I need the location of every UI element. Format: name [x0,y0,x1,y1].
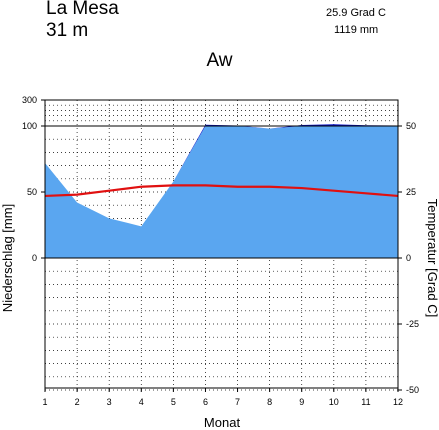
temp-tick-label: 50 [406,121,416,131]
precip-tick-label: 50 [27,187,37,197]
precipitation-fill [45,126,398,258]
axes [44,99,399,389]
plot-frame [44,99,399,389]
month-tick-label: 12 [393,397,403,407]
precip-tick-label: 300 [22,95,37,105]
annual-precipitation: 1119 mm [334,24,379,36]
temp-tick-label: -50 [406,385,419,395]
month-tick-label: 10 [329,397,339,407]
month-tick-label: 11 [361,397,370,407]
temp-tick-label: 25 [406,187,416,197]
precipitation-area [45,124,398,258]
y-axis-label-right: Temperatur [Grad C] [425,199,439,318]
month-tick-label: 4 [139,397,144,407]
precip-tick-label: 100 [22,121,37,131]
month-tick-label: 1 [42,397,47,407]
y-axis-label-left: Niederschlag [mm] [0,204,15,312]
month-tick-label: 8 [267,397,272,407]
station-elevation: 31 m [46,20,89,41]
month-tick-label: 7 [235,397,240,407]
month-tick-label: 2 [75,397,80,407]
station-name: La Mesa [46,0,119,19]
temperature-curve [44,184,399,198]
temp-tick-label: -25 [406,319,419,329]
month-tick-label: 3 [107,397,112,407]
annual-temperature: 25.9 Grad C [326,7,386,19]
temp-tick-label: 0 [406,253,411,263]
temperature-line [44,184,399,198]
x-axis-label: Monat [204,415,241,430]
month-tick-label: 9 [299,397,304,407]
climate-classification: Aw [206,50,233,71]
precip-tick-label: 0 [32,253,37,263]
month-tick-label: 6 [203,397,208,407]
month-tick-label: 5 [171,397,176,407]
